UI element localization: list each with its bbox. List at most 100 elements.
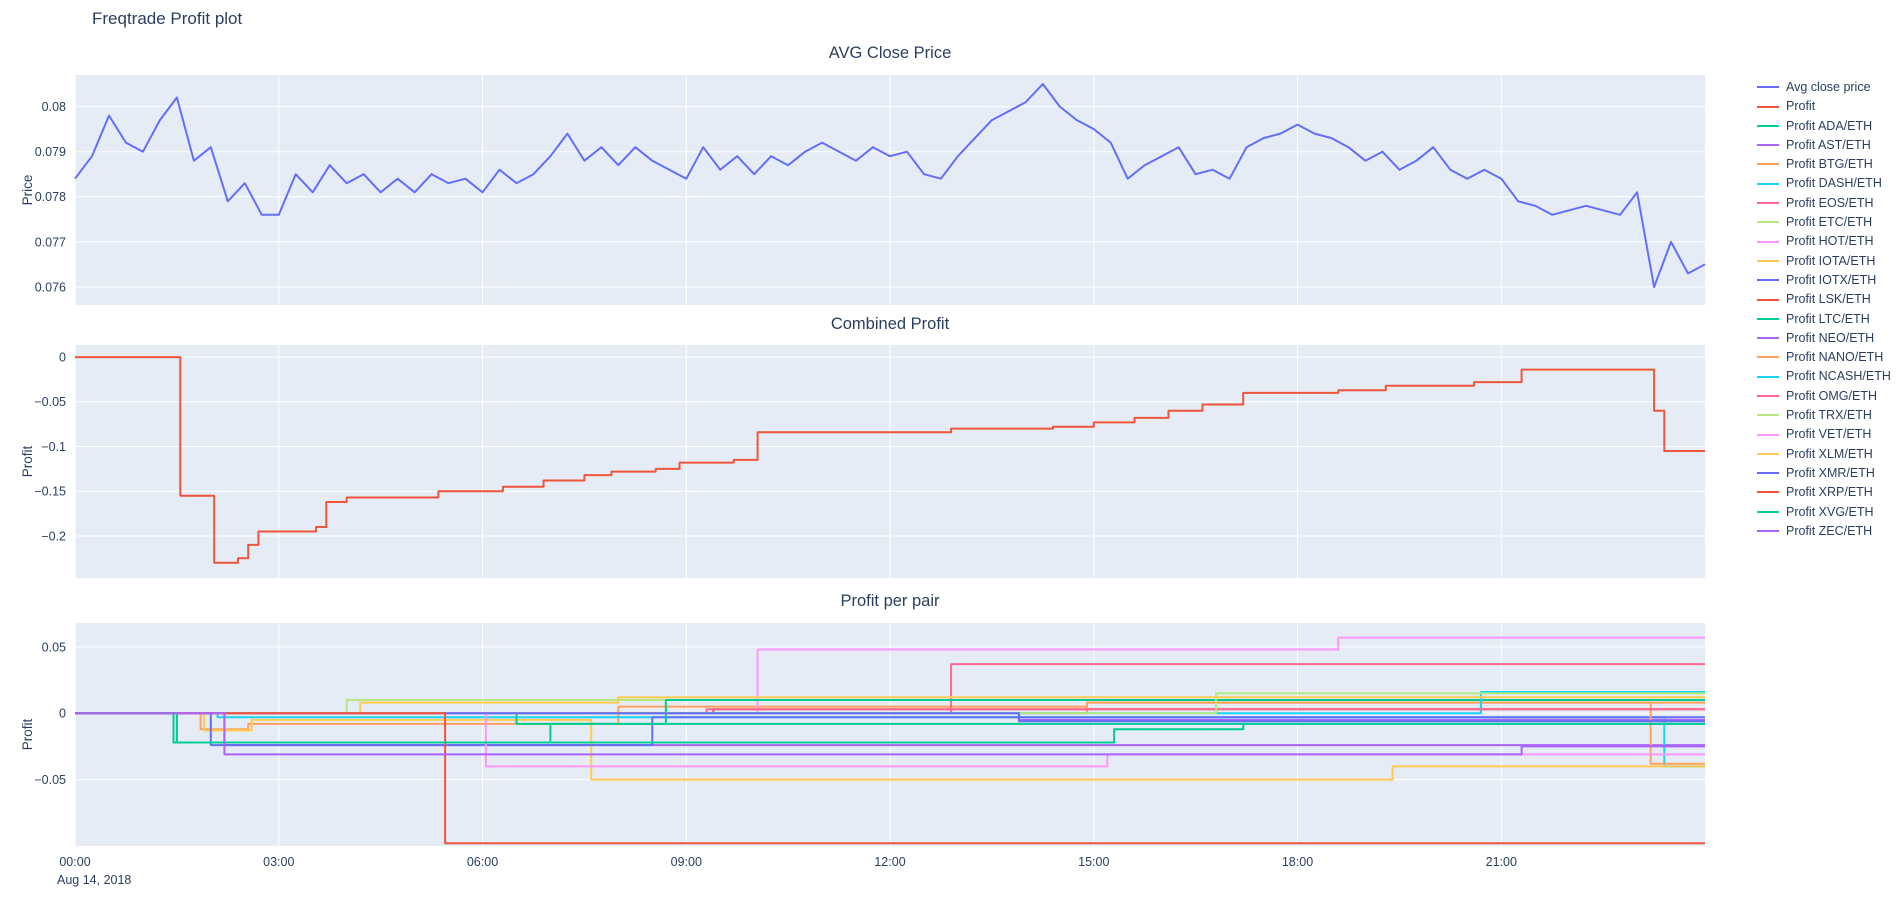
subplot-title-combined-profit: Combined Profit bbox=[830, 315, 950, 333]
y-tick-label: 0.08 bbox=[42, 100, 66, 114]
legend-label: Profit TRX/ETH bbox=[1786, 408, 1872, 423]
x-tick-label: 03:00 bbox=[263, 855, 294, 869]
legend-label: Profit ZEC/ETH bbox=[1786, 523, 1873, 538]
legend-item-profit-omg-eth[interactable]: Profit OMG/ETH bbox=[1757, 390, 1891, 403]
profit-per-pair-chart[interactable]: 0.05 0 −0.05 Profit 00:00 03:00 06:00 09:00 12:0… bbox=[0, 623, 1896, 891]
page-title: Freqtrade Profit plot bbox=[92, 9, 243, 28]
legend-label: Profit ADA/ETH bbox=[1786, 118, 1873, 133]
legend-item-profit-xlm-eth[interactable]: Profit XLM/ETH bbox=[1757, 448, 1891, 461]
x-tick-label: 21:00 bbox=[1486, 855, 1517, 869]
legend-item-profit-xvg-eth[interactable]: Profit XVG/ETH bbox=[1757, 506, 1891, 519]
legend-swatch bbox=[1757, 182, 1779, 185]
legend-label: Profit XRP/ETH bbox=[1786, 485, 1873, 500]
y-tick-label: −0.2 bbox=[41, 529, 66, 543]
legend-item-profit[interactable]: Profit bbox=[1757, 100, 1891, 113]
legend-swatch bbox=[1757, 452, 1779, 455]
legend-swatch bbox=[1757, 510, 1779, 513]
legend-item-profit-lsk-eth[interactable]: Profit LSK/ETH bbox=[1757, 293, 1891, 306]
legend-swatch bbox=[1757, 530, 1779, 533]
legend-item-avg-close-price[interactable]: Avg close price bbox=[1757, 81, 1891, 94]
legend-label: Profit LSK/ETH bbox=[1786, 292, 1871, 307]
combined-profit-chart[interactable]: 0 −0.05 −0.1 −0.15 −0.2 Profit bbox=[0, 345, 1896, 578]
legend-label: Profit bbox=[1786, 99, 1816, 114]
legend-swatch bbox=[1757, 414, 1779, 417]
legend-item-profit-xmr-eth[interactable]: Profit XMR/ETH bbox=[1757, 467, 1891, 480]
legend-item-profit-eos-eth[interactable]: Profit EOS/ETH bbox=[1757, 197, 1891, 210]
legend-swatch bbox=[1757, 124, 1779, 127]
legend-item-profit-zec-eth[interactable]: Profit ZEC/ETH bbox=[1757, 525, 1891, 538]
legend-item-profit-ncash-eth[interactable]: Profit NCASH/ETH bbox=[1757, 370, 1891, 383]
x-tick-label: 00:00 bbox=[59, 855, 90, 869]
legend-swatch bbox=[1757, 144, 1779, 147]
legend-swatch bbox=[1757, 86, 1779, 89]
legend-label: Profit AST/ETH bbox=[1786, 137, 1871, 152]
x-tick-label: 09:00 bbox=[671, 855, 702, 869]
legend-label: Avg close price bbox=[1786, 80, 1871, 94]
legend-item-profit-iotx-eth[interactable]: Profit IOTX/ETH bbox=[1757, 274, 1891, 287]
legend-item-profit-ada-eth[interactable]: Profit ADA/ETH bbox=[1757, 120, 1891, 133]
x-tick-label: 18:00 bbox=[1282, 855, 1313, 869]
legend-label: Profit VET/ETH bbox=[1786, 427, 1872, 442]
legend-swatch bbox=[1757, 298, 1779, 301]
y-tick-label: 0.076 bbox=[35, 280, 66, 294]
y-tick-label: 0 bbox=[59, 350, 66, 364]
legend-item-profit-iota-eth[interactable]: Profit IOTA/ETH bbox=[1757, 255, 1891, 268]
legend-swatch bbox=[1757, 221, 1779, 224]
legend-label: Profit IOTX/ETH bbox=[1786, 272, 1877, 287]
legend-label: Profit LTC/ETH bbox=[1786, 311, 1870, 326]
legend-swatch bbox=[1757, 433, 1779, 436]
legend-item-profit-hot-eth[interactable]: Profit HOT/ETH bbox=[1757, 235, 1891, 248]
legend-swatch bbox=[1757, 491, 1779, 494]
legend-item-profit-ltc-eth[interactable]: Profit LTC/ETH bbox=[1757, 313, 1891, 326]
series-profit-xmr-eth bbox=[75, 712, 1705, 723]
legend-swatch bbox=[1757, 356, 1779, 359]
series-profit-zec-eth bbox=[75, 712, 1705, 756]
legend-label: Profit EOS/ETH bbox=[1786, 195, 1874, 210]
legend-swatch bbox=[1757, 202, 1779, 205]
legend-item-profit-ast-eth[interactable]: Profit AST/ETH bbox=[1757, 139, 1891, 152]
series-profit bbox=[75, 356, 1705, 564]
legend-swatch bbox=[1757, 317, 1779, 320]
legend-label: Profit OMG/ETH bbox=[1786, 388, 1877, 403]
legend: Avg close price Profit Profit ADA/ETH Profi… bbox=[1757, 81, 1891, 537]
legend-label: Profit NANO/ETH bbox=[1786, 350, 1884, 365]
legend-label: Profit NEO/ETH bbox=[1786, 330, 1875, 345]
legend-swatch bbox=[1757, 472, 1779, 475]
legend-label: Profit BTG/ETH bbox=[1786, 157, 1873, 172]
legend-item-profit-trx-eth[interactable]: Profit TRX/ETH bbox=[1757, 409, 1891, 422]
legend-item-profit-xrp-eth[interactable]: Profit XRP/ETH bbox=[1757, 486, 1891, 499]
y-tick-label: −0.05 bbox=[34, 395, 66, 409]
y-axis-title: Profit bbox=[20, 445, 35, 477]
x-tick-label: 06:00 bbox=[467, 855, 498, 869]
legend-label: Profit ETC/ETH bbox=[1786, 215, 1873, 230]
subplot-title-profit-per-pair: Profit per pair bbox=[840, 592, 940, 610]
series-profit-xvg-eth bbox=[75, 712, 1705, 744]
avg-close-price-chart[interactable]: 0.076 0.077 0.078 0.079 0.08 Price bbox=[0, 75, 1896, 305]
legend-swatch bbox=[1757, 337, 1779, 340]
legend-label: Profit XMR/ETH bbox=[1786, 465, 1875, 480]
legend-item-profit-nano-eth[interactable]: Profit NANO/ETH bbox=[1757, 351, 1891, 364]
legend-item-profit-etc-eth[interactable]: Profit ETC/ETH bbox=[1757, 216, 1891, 229]
y-tick-label: 0.079 bbox=[35, 145, 66, 159]
legend-item-profit-vet-eth[interactable]: Profit VET/ETH bbox=[1757, 428, 1891, 441]
legend-swatch bbox=[1757, 240, 1779, 243]
legend-label: Profit NCASH/ETH bbox=[1786, 369, 1891, 384]
series-avg-close-price bbox=[74, 83, 1706, 288]
legend-item-profit-neo-eth[interactable]: Profit NEO/ETH bbox=[1757, 332, 1891, 345]
y-tick-label: −0.15 bbox=[34, 485, 66, 499]
x-axis-date-label: Aug 14, 2018 bbox=[57, 873, 131, 887]
legend-swatch bbox=[1757, 375, 1779, 378]
y-tick-label: −0.05 bbox=[34, 773, 66, 787]
legend-swatch bbox=[1757, 163, 1779, 166]
y-tick-label: −0.1 bbox=[41, 440, 66, 454]
legend-swatch bbox=[1757, 279, 1779, 282]
legend-item-profit-btg-eth[interactable]: Profit BTG/ETH bbox=[1757, 158, 1891, 171]
legend-label: Profit XVG/ETH bbox=[1786, 504, 1874, 519]
legend-item-profit-dash-eth[interactable]: Profit DASH/ETH bbox=[1757, 177, 1891, 190]
y-axis-title: Profit bbox=[20, 718, 35, 750]
y-tick-label: 0.077 bbox=[35, 235, 66, 249]
legend-swatch bbox=[1757, 105, 1779, 108]
legend-label: Profit XLM/ETH bbox=[1786, 446, 1873, 461]
y-axis-title: Price bbox=[20, 175, 35, 206]
